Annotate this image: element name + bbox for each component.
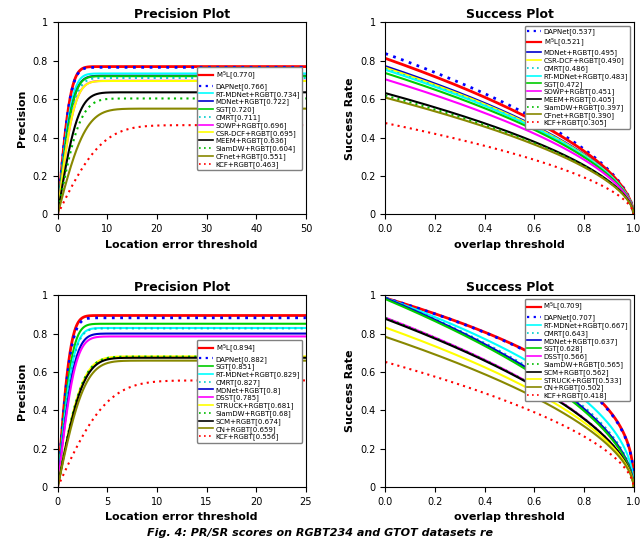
Title: Success Plot: Success Plot bbox=[465, 281, 554, 294]
Y-axis label: Precision: Precision bbox=[17, 90, 27, 147]
X-axis label: Location error threshold: Location error threshold bbox=[106, 240, 258, 250]
Title: Precision Plot: Precision Plot bbox=[134, 281, 230, 294]
Legend: M$^5$L[0.709], DAPNet[0.707], RT-MDNet+RGBT[0.667], CMRT[0.643], MDNet+RGBT[0.63: M$^5$L[0.709], DAPNet[0.707], RT-MDNet+R… bbox=[525, 298, 630, 402]
Title: Precision Plot: Precision Plot bbox=[134, 8, 230, 21]
Text: Fig. 4: PR/SR scores on RGBT234 and GTOT datasets re: Fig. 4: PR/SR scores on RGBT234 and GTOT… bbox=[147, 528, 493, 538]
Legend: M$^5$L[0.894], DAPNet[0.882], SGT[0.851], RT-MDNet+RGBT[0.829], CMRT[0.827], MDN: M$^5$L[0.894], DAPNet[0.882], SGT[0.851]… bbox=[197, 340, 303, 442]
X-axis label: overlap threshold: overlap threshold bbox=[454, 240, 565, 250]
Y-axis label: Precision: Precision bbox=[17, 362, 27, 420]
Y-axis label: Success Rate: Success Rate bbox=[345, 77, 355, 160]
X-axis label: overlap threshold: overlap threshold bbox=[454, 512, 565, 522]
Title: Success Plot: Success Plot bbox=[465, 8, 554, 21]
Legend: DAPNet[0.537], M$^5$L[0.521], MDNet+RGBT[0.495], CSR-DCF+RGBT[0.490], CMRT[0.486: DAPNet[0.537], M$^5$L[0.521], MDNet+RGBT… bbox=[525, 26, 630, 129]
Y-axis label: Success Rate: Success Rate bbox=[345, 350, 355, 432]
X-axis label: Location error threshold: Location error threshold bbox=[106, 512, 258, 522]
Legend: M$^5$L[0.770], DAPNet[0.766], RT-MDNet+RGBT[0.734], MDNet+RGBT[0.722], SGT[0.720: M$^5$L[0.770], DAPNet[0.766], RT-MDNet+R… bbox=[197, 67, 303, 170]
